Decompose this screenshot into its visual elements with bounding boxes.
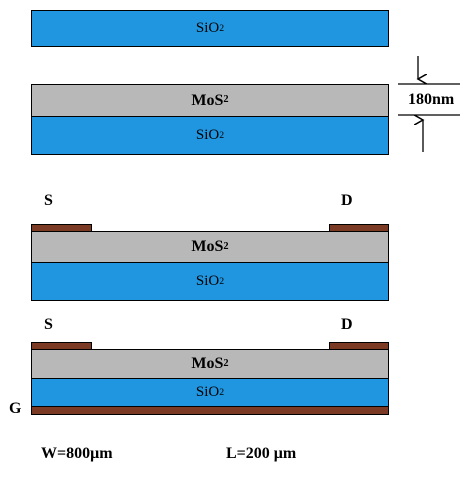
panel3-mos2-label: MoS 2	[191, 238, 229, 255]
panel3-mos2-layer: MoS 2	[31, 231, 389, 263]
panel4-gate-contact	[31, 406, 389, 415]
length-parameter: L=200 μm	[226, 445, 297, 462]
thickness-label: 180nm	[408, 91, 455, 108]
panel4-drain-label: D	[341, 316, 353, 333]
panel2-sio2-label: SiO 2	[195, 127, 225, 143]
panel1-sio2-label: SiO 2	[195, 20, 225, 36]
panel4-sio2-layer: SiO 2	[31, 378, 389, 407]
panel4-source-label: S	[44, 316, 53, 333]
panel4-gate-label: G	[9, 400, 22, 417]
panel1-sio2-layer: SiO 2	[31, 10, 389, 47]
panel4-mos2-label: MoS 2	[191, 355, 229, 372]
panel3-source-label: S	[44, 192, 53, 209]
panel2-mos2-label: MoS 2	[191, 91, 229, 109]
panel3-drain-label: D	[341, 192, 353, 209]
panel3-sio2-layer: SiO 2	[31, 262, 389, 301]
width-parameter: W=800μm	[41, 445, 113, 462]
panel4-sio2-label: SiO 2	[195, 384, 225, 400]
panel2-sio2-layer: SiO 2	[31, 116, 389, 155]
panel4-mos2-layer: MoS 2	[31, 349, 389, 379]
panel3-sio2-label: SiO 2	[195, 273, 225, 289]
